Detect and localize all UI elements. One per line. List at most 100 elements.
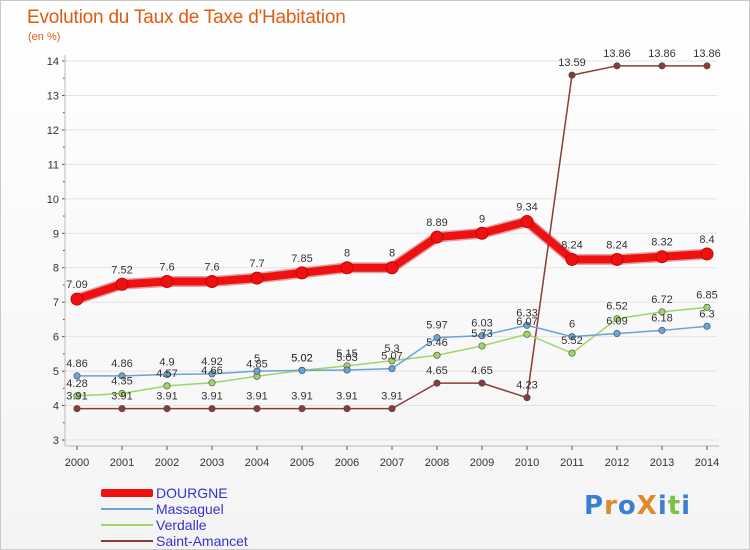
data-label: 13.86 — [648, 48, 676, 60]
data-label: 7.52 — [111, 264, 132, 276]
data-point — [73, 372, 81, 380]
y-tick-label: 9 — [53, 228, 59, 240]
data-point — [205, 275, 219, 289]
data-point — [523, 330, 531, 338]
x-tick-label: 2013 — [650, 457, 674, 469]
data-point — [613, 315, 621, 323]
y-tick-label: 11 — [48, 159, 59, 171]
data-point — [340, 261, 354, 275]
legend-swatch-saint-amancet — [101, 540, 153, 542]
data-label: 8.24 — [561, 239, 582, 251]
legend-item-dourgne: DOURGNE — [101, 485, 361, 501]
data-point — [655, 250, 669, 264]
data-point — [163, 405, 171, 413]
data-point — [433, 379, 441, 387]
data-label: 4.66 — [201, 365, 222, 377]
data-point — [385, 261, 399, 275]
data-label: 6.72 — [651, 294, 672, 306]
data-label: 4.65 — [426, 365, 447, 377]
data-point — [253, 367, 261, 375]
data-point — [253, 405, 261, 413]
data-point — [343, 366, 351, 374]
data-label: 6.3 — [699, 308, 714, 320]
series-lines — [70, 62, 714, 413]
data-label: 6.18 — [651, 312, 672, 324]
data-point — [73, 392, 81, 400]
data-label: 5.15 — [336, 348, 357, 360]
data-label: 4.86 — [111, 358, 132, 370]
data-label: 8 — [344, 248, 350, 260]
data-label: 9.34 — [516, 202, 537, 214]
y-tick-label: 5 — [53, 366, 59, 378]
x-tick-label: 2008 — [425, 457, 449, 469]
chart-subtitle: (en %) — [28, 31, 61, 43]
legend-label-saint-amancet: Saint-Amancet — [156, 533, 248, 549]
data-label: 13.86 — [603, 48, 631, 60]
logo-letter: P — [584, 491, 605, 521]
legend-label-massaguel: Massaguel — [156, 501, 224, 517]
legend-swatch-massaguel — [101, 508, 153, 510]
legend-item-verdalle: Verdalle — [101, 517, 361, 533]
data-label: 13.59 — [558, 57, 586, 69]
x-tick-label: 2005 — [290, 457, 314, 469]
data-point — [298, 405, 306, 413]
data-point — [70, 292, 84, 306]
data-label: 6.09 — [606, 316, 627, 328]
data-point — [610, 252, 624, 266]
data-label: 7.85 — [291, 253, 312, 265]
logo-letter: i — [657, 491, 668, 521]
data-point — [118, 405, 126, 413]
data-label: 6.33 — [516, 307, 537, 319]
legend-item-saint-amancet: Saint-Amancet — [101, 533, 361, 549]
data-label: 5.73 — [471, 328, 492, 340]
x-tick-label: 2014 — [695, 457, 719, 469]
data-label: 4.57 — [156, 368, 177, 380]
data-point — [703, 62, 711, 70]
data-point — [388, 357, 396, 365]
data-point — [523, 394, 531, 402]
logo-letter: i — [681, 491, 692, 521]
data-point — [568, 333, 576, 341]
data-label: 5.03 — [336, 352, 357, 364]
x-tick-label: 2012 — [605, 457, 629, 469]
data-label: 6 — [569, 319, 575, 331]
x-tick-label: 2011 — [560, 457, 584, 469]
data-label: 4.86 — [66, 358, 87, 370]
data-point — [250, 271, 264, 285]
y-tick-label: 8 — [53, 263, 59, 275]
legend-item-massaguel: Massaguel — [101, 501, 361, 517]
legend-swatch-dourgne — [101, 489, 153, 497]
legend-label-dourgne: DOURGNE — [156, 485, 228, 501]
data-point — [430, 230, 444, 244]
data-label: 4.9 — [159, 357, 174, 369]
logo-letter: r — [604, 491, 618, 521]
data-point — [115, 277, 129, 291]
data-label: 8.89 — [426, 217, 447, 229]
data-point — [523, 321, 531, 329]
legend-label-verdalle: Verdalle — [156, 517, 207, 533]
y-tick-label: 7 — [53, 297, 59, 309]
data-label: 3.91 — [246, 391, 267, 403]
data-label: 6.07 — [516, 316, 537, 328]
data-label: 3.91 — [201, 391, 222, 403]
data-label: 7.09 — [66, 279, 87, 291]
legend-swatch-verdalle — [101, 524, 153, 526]
data-point — [388, 365, 396, 373]
y-tick-label: 12 — [47, 125, 59, 137]
y-grid — [65, 60, 717, 441]
data-point — [343, 405, 351, 413]
data-point — [160, 275, 174, 289]
data-point — [208, 379, 216, 387]
data-point — [568, 349, 576, 357]
data-label: 8.24 — [606, 239, 627, 251]
data-label: 3.91 — [66, 391, 87, 403]
data-label: 3.91 — [111, 391, 132, 403]
x-tick-label: 2000 — [65, 457, 89, 469]
data-point — [295, 266, 309, 280]
data-label: 7.6 — [159, 262, 174, 274]
data-label: 3.91 — [291, 391, 312, 403]
data-label: 5.07 — [381, 351, 402, 363]
y-tick-label: 6 — [53, 332, 59, 344]
y-tick-label: 3 — [53, 435, 59, 447]
data-label: 5 — [254, 353, 260, 365]
